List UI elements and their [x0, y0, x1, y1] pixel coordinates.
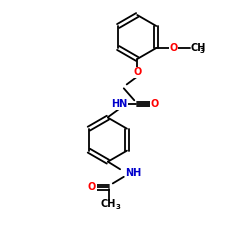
Text: O: O [133, 68, 141, 78]
Text: O: O [88, 182, 96, 192]
Text: O: O [170, 43, 178, 53]
Text: 3: 3 [200, 48, 204, 54]
Text: CH: CH [191, 43, 206, 53]
Text: NH: NH [125, 168, 141, 178]
Text: 3: 3 [116, 204, 121, 210]
Text: CH: CH [100, 199, 116, 209]
Text: O: O [151, 99, 159, 109]
Text: HN: HN [112, 99, 128, 109]
